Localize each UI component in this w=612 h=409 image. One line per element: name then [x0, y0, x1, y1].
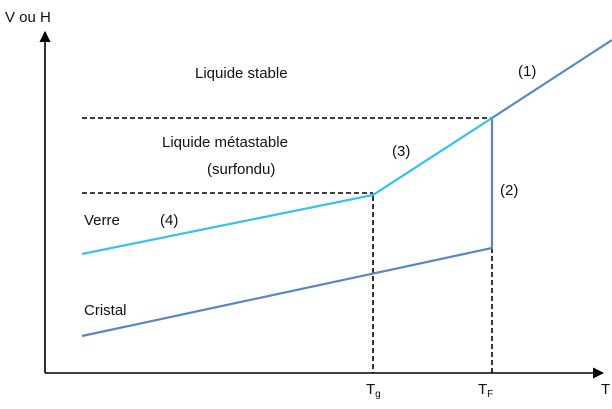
x-axis-label: T: [601, 381, 610, 398]
guides: [82, 117, 493, 373]
region-label: Liquide stable: [195, 65, 288, 82]
segment-label: (3): [392, 143, 410, 160]
region-label: Liquide métastable: [162, 134, 288, 151]
segment-label: (2): [500, 182, 518, 199]
segment-label: (1): [518, 63, 536, 80]
segment-label: (4): [160, 212, 178, 229]
temperature-label: Tg: [366, 381, 381, 400]
temperature-label: TF: [478, 381, 493, 400]
subscript: F: [487, 389, 493, 400]
symbol: T: [478, 381, 487, 398]
symbol: T: [366, 381, 375, 398]
region-label: Cristal: [84, 302, 127, 319]
region-label: Verre: [84, 212, 120, 229]
crystal-liquid-curve: [81, 39, 612, 338]
glass-curve: [81, 117, 493, 256]
subscript: g: [375, 389, 381, 400]
y-axis-label: V ou H: [5, 9, 51, 26]
region-label: (surfondu): [207, 161, 275, 178]
